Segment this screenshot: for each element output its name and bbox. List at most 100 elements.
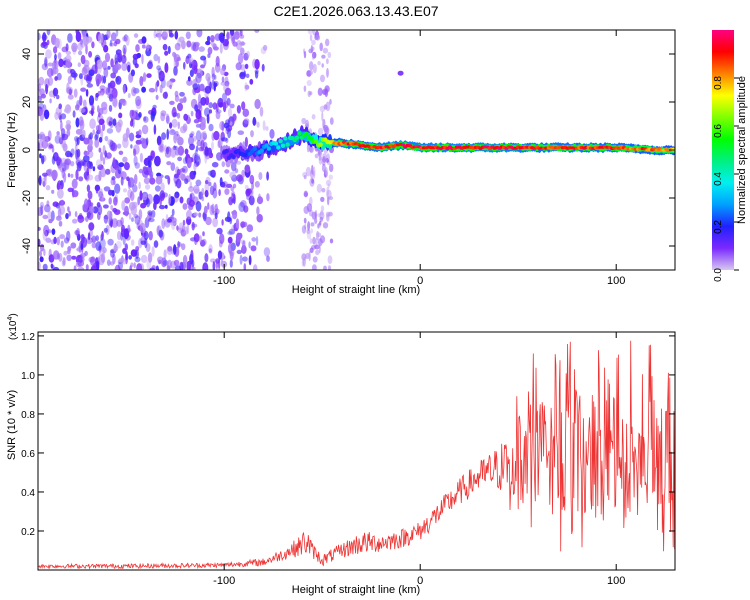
spectrogram-noise-cell [254, 69, 259, 74]
spectrogram-noise-cell [176, 168, 181, 176]
spectrogram-noise-cell [328, 196, 334, 201]
spectrogram-noise-cell [54, 111, 59, 120]
spectrogram-noise-cell [102, 247, 107, 254]
spectrogram-noise-cell [70, 152, 73, 158]
spectrogram-noise-cell [238, 201, 246, 213]
spectrogram-noise-cell [173, 66, 178, 76]
spectrogram-noise-cell [56, 182, 60, 191]
spectrogram-noise-cell [195, 112, 199, 120]
spectrogram-noise-cell [41, 63, 49, 71]
spectrogram-noise-cell [179, 196, 184, 204]
spectrogram-noise-cell [321, 54, 326, 59]
spectrogram-noise-cell [70, 173, 74, 178]
spectrogram-noise-cell [83, 36, 90, 46]
spectrogram-noise-cell [312, 236, 316, 245]
spectrogram-noise-cell [48, 219, 53, 224]
spectrogram-noise-cell [101, 101, 108, 111]
spectrogram-noise-cell [325, 101, 331, 112]
spectrogram-noise-cell [98, 170, 102, 182]
spectrogram-noise-cell [118, 261, 123, 270]
snr-y-tick-label: 0.8 [21, 410, 35, 421]
spectrogram-noise-cell [64, 158, 71, 166]
spectrogram-noise-cell [141, 124, 149, 135]
spectrogram-noise-cell [127, 64, 131, 73]
spectrogram-noise-cell [249, 174, 255, 185]
spectrogram-noise-cell [170, 162, 176, 172]
spectrogram-noise-cell [324, 167, 328, 176]
spectrogram-noise-cell [125, 251, 128, 261]
spectrogram-noise-cell [211, 66, 215, 78]
spectrogram-noise-cell [212, 217, 219, 228]
spectrogram-noise-cell [80, 252, 86, 258]
spectrogram-noise-cell [51, 228, 56, 235]
spectrogram-noise-cell [177, 136, 184, 146]
spectrogram-noise-cell [114, 264, 121, 270]
spectrogram-noise-cell [91, 242, 97, 249]
spectrogram-noise-cell [94, 262, 98, 267]
spectrogram-noise-cell [177, 156, 183, 162]
spectrogram-noise-cell [131, 86, 137, 97]
spectrogram-noise-cell [172, 51, 176, 58]
spectrogram-noise-cell [171, 118, 178, 128]
spectrogram-noise-cell [46, 30, 51, 36]
spectrogram-noise-cell [329, 163, 334, 173]
spectrogram-noise-cell [201, 238, 207, 246]
spectrogram-noise-cell [204, 189, 209, 198]
spectrogram-noise-cell [237, 53, 244, 64]
spectrogram-noise-cell [142, 193, 148, 201]
spectrogram-noise-cell [250, 130, 254, 138]
spectrogram-noise-cell [71, 42, 78, 53]
spectrogram-noise-cell [317, 127, 324, 136]
spectrogram-noise-cell [137, 196, 141, 206]
spectrogram-noise-cell [110, 58, 114, 68]
spectrogram-noise-cell [101, 75, 104, 84]
spectrogram-noise-cell [138, 112, 142, 118]
spectrogram-noise-cell [169, 84, 172, 90]
spectrogram-noise-cell [130, 69, 135, 77]
spectrogram-noise-cell [327, 255, 333, 264]
spectrogram-noise-cell [164, 50, 169, 56]
spectrogram-signal-cell [280, 143, 286, 148]
spectrogram-noise-cell [193, 212, 198, 217]
spectrogram-noise-cell [319, 216, 324, 222]
spectrogram-noise-cell [224, 87, 232, 96]
spectrogram-noise-cell [147, 158, 152, 168]
spectrogram-noise-cell [258, 172, 263, 180]
spectrogram-noise-cell [259, 106, 264, 117]
spectrogram-noise-cell [121, 54, 127, 64]
spectrogram-noise-cell [139, 222, 146, 234]
spectrogram-noise-cell [227, 231, 233, 236]
spectrogram-noise-cell [63, 250, 68, 256]
spectrogram-noise-cell [70, 68, 75, 75]
spectrogram-noise-cell [221, 121, 225, 132]
spectrogram-noise-cell [138, 168, 144, 174]
spectrogram-noise-cell [235, 232, 242, 243]
spectrogram-noise-cell [199, 83, 205, 92]
spectrogram-noise-cell [85, 43, 88, 55]
spectrogram-noise-cell [129, 191, 135, 202]
spectrogram-noise-cell [233, 31, 240, 40]
spectrogram-noise-cell [132, 184, 138, 193]
spectrogram-noise-cell [41, 139, 49, 149]
spectrogram-noise-cell [186, 260, 191, 270]
spectrogram-noise-cell [181, 40, 186, 50]
spectrogram-noise-cell [199, 235, 202, 243]
spectrogram-noise-cell [205, 40, 211, 46]
spectrogram-noise-cell [39, 250, 42, 258]
spectrogram-noise-cell [83, 161, 90, 173]
spectrogram-noise-cell [97, 204, 103, 216]
spectrogram-noise-cell [75, 117, 80, 128]
spectrogram-noise-cell [78, 116, 84, 127]
spectrogram-noise-cell [189, 143, 195, 151]
spectrogram-noise-cell [139, 76, 144, 87]
spectrogram-noise-cell [38, 142, 41, 151]
spectrogram-noise-cell [212, 80, 219, 87]
spectrogram-noise-cell [329, 98, 332, 105]
spectrogram-noise-cell [243, 118, 250, 124]
spectrogram-noise-cell [129, 132, 135, 142]
spectrogram-noise-cell [151, 210, 156, 218]
spectrogram-x-label: Height of straight line (km) [292, 284, 420, 296]
spectrogram-noise-cell [91, 64, 98, 74]
spectrogram-noise-cell [67, 152, 71, 157]
spectrogram-noise-cell [193, 41, 200, 47]
